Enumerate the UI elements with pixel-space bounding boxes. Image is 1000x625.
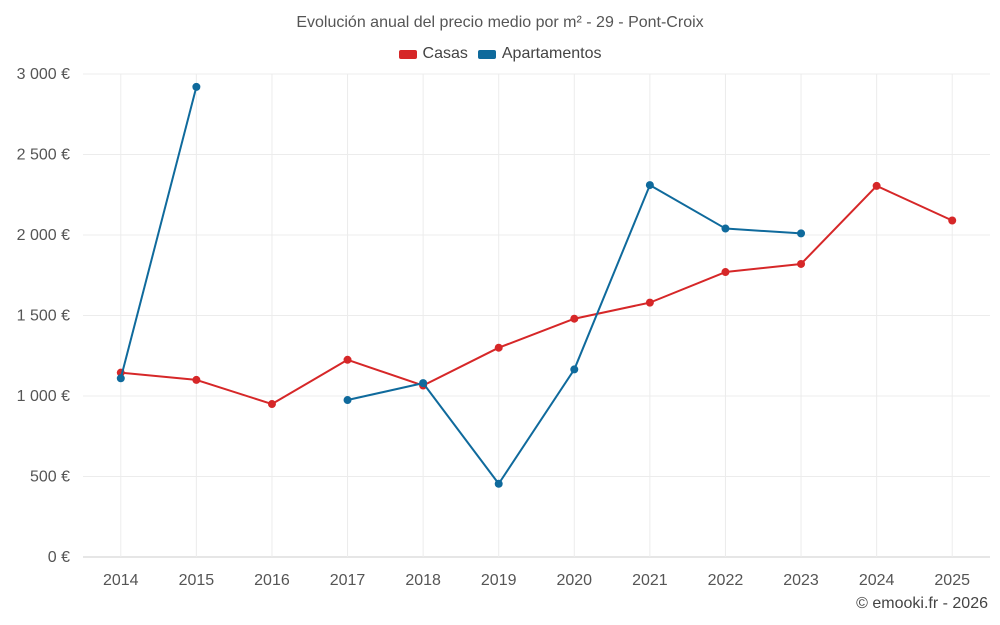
x-tick-label: 2014: [103, 572, 139, 589]
data-point-apartamentos-2014: [116, 374, 125, 383]
data-point-apartamentos-2020: [570, 365, 579, 374]
x-tick-label: 2025: [934, 572, 970, 589]
data-point-apartamentos-2017: [343, 396, 352, 405]
credit-text: © emooki.fr - 2026: [856, 595, 988, 612]
series-line-apartamentos: [119, 86, 198, 379]
legend-label-apartamentos: Apartamentos: [501, 45, 602, 62]
y-tick-label: 3 000 €: [17, 66, 70, 83]
legend-swatch-apartamentos: [477, 49, 496, 59]
y-tick-label: 1 500 €: [17, 308, 70, 325]
data-point-casas-2025: [948, 216, 957, 225]
y-tick-label: 1 000 €: [17, 388, 70, 405]
x-tick-label: 2015: [179, 572, 215, 589]
data-point-apartamentos-2015: [192, 82, 201, 91]
x-tick-label: 2022: [708, 572, 744, 589]
x-tick-label: 2016: [254, 572, 290, 589]
series-line-casas: [120, 184, 953, 406]
data-point-apartamentos-2019: [494, 479, 503, 488]
data-point-casas-2024: [872, 181, 881, 190]
data-point-apartamentos-2018: [419, 379, 428, 388]
x-tick-label: 2017: [330, 572, 366, 589]
data-point-apartamentos-2022: [721, 224, 730, 233]
x-tick-label: 2020: [556, 572, 592, 589]
data-point-apartamentos-2023: [797, 229, 806, 238]
chart-title: Evolución anual del precio medio por m² …: [296, 14, 704, 31]
data-point-casas-2016: [267, 400, 276, 409]
legend-label-casas: Casas: [422, 45, 468, 62]
data-point-casas-2019: [494, 343, 503, 352]
x-tick-label: 2023: [783, 572, 819, 589]
y-tick-label: 2 500 €: [17, 147, 70, 164]
legend-item-casas[interactable]: Casas: [398, 45, 468, 63]
legend-item-apartamentos[interactable]: Apartamentos: [477, 45, 602, 63]
y-tick-label: 2 000 €: [17, 227, 70, 244]
x-tick-label: 2024: [859, 572, 895, 589]
data-point-apartamentos-2021: [645, 181, 654, 190]
data-point-casas-2020: [570, 314, 579, 323]
chart-legend: Casas Apartamentos: [0, 45, 1000, 63]
data-point-casas-2022: [721, 268, 730, 277]
x-tick-label: 2018: [405, 572, 441, 589]
legend-swatch-casas: [398, 49, 417, 59]
y-tick-label: 500 €: [30, 469, 70, 486]
data-point-casas-2021: [645, 298, 654, 307]
x-tick-label: 2021: [632, 572, 668, 589]
y-tick-label: 0 €: [48, 549, 70, 566]
data-point-casas-2017: [343, 355, 352, 364]
data-point-casas-2023: [797, 259, 806, 268]
data-point-casas-2015: [192, 375, 201, 384]
x-tick-label: 2019: [481, 572, 517, 589]
